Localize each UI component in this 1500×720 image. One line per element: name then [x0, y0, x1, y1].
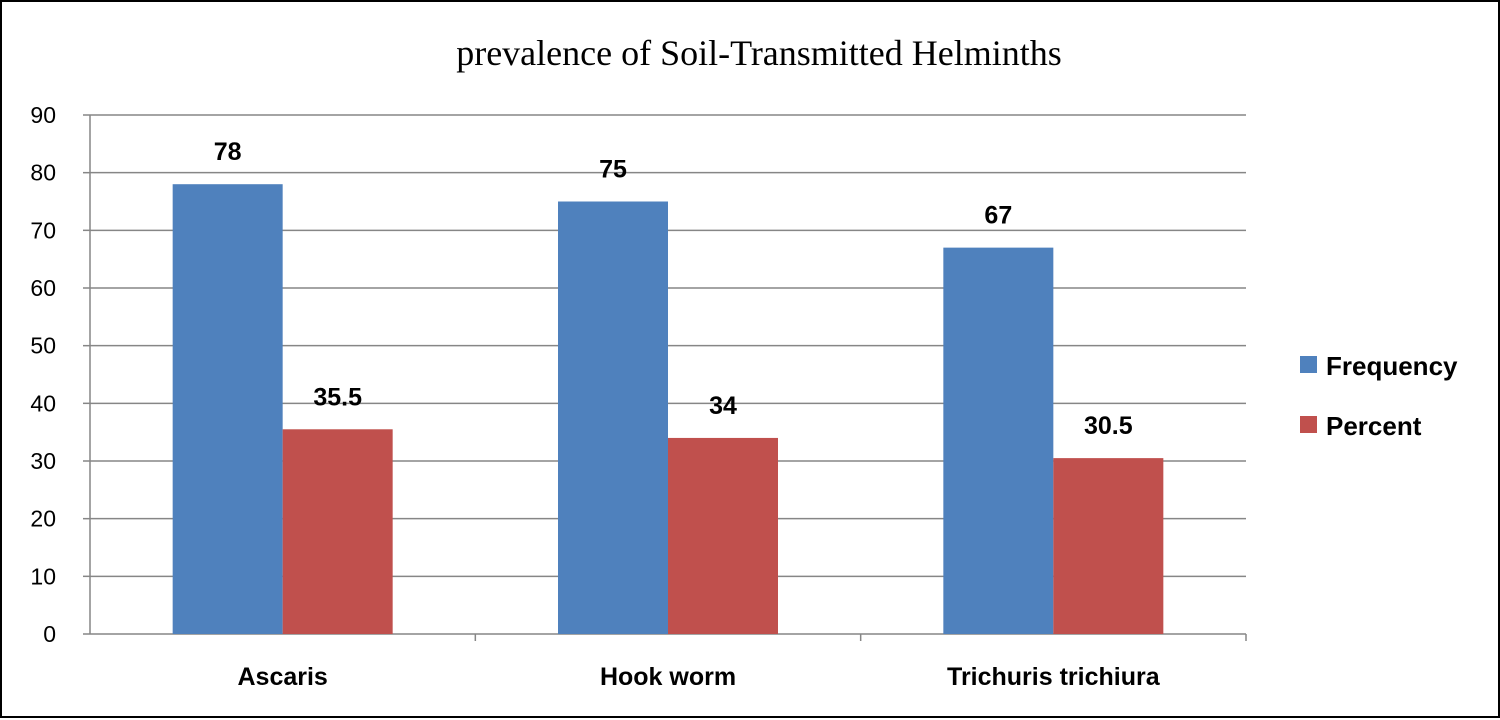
y-tick-label-60: 60	[30, 275, 56, 301]
data-label-percent-ascaris: 35.5	[313, 383, 362, 411]
bar-frequency-ascaris	[172, 184, 283, 634]
y-tick-label-90: 90	[30, 102, 56, 128]
y-tick-label-50: 50	[30, 333, 56, 359]
bar-percent-ascaris	[282, 429, 393, 634]
bar-frequency-trichuris-trichiura	[943, 247, 1054, 634]
x-tick-label-trichuris-trichiura: Trichuris trichiura	[947, 663, 1161, 691]
legend-swatch-percent	[1300, 416, 1317, 433]
y-tick-label-0: 0	[43, 621, 56, 647]
legend-swatch-frequency	[1300, 356, 1317, 373]
legend-label-percent: Percent	[1326, 411, 1422, 441]
x-tick-label-ascaris: Ascaris	[237, 663, 327, 691]
x-tick-label-hook-worm: Hook worm	[600, 663, 736, 691]
bars	[172, 184, 1164, 634]
data-label-percent-hook-worm: 34	[709, 392, 737, 420]
y-tick-label-40: 40	[30, 390, 56, 416]
data-label-frequency-hook-worm: 75	[599, 156, 627, 184]
y-tick-label-20: 20	[30, 506, 56, 532]
bar-percent-trichuris-trichiura	[1053, 458, 1164, 634]
bar-frequency-hook-worm	[558, 201, 668, 634]
y-tick-label-80: 80	[30, 160, 56, 186]
bar-percent-hook-worm	[668, 437, 778, 634]
legend-label-frequency: Frequency	[1326, 351, 1458, 381]
legend: Frequency Percent	[1300, 351, 1458, 441]
data-label-frequency-trichuris-trichiura: 67	[984, 202, 1012, 230]
y-tick-label-30: 30	[30, 448, 56, 474]
data-label-percent-trichuris-trichiura: 30.5	[1084, 412, 1133, 440]
data-labels: 78 35.5 75 34 67 30.5	[214, 138, 1133, 440]
y-tick-label-70: 70	[30, 217, 56, 243]
chart-title: prevalence of Soil-Transmitted Helminths	[456, 33, 1062, 73]
data-label-frequency-ascaris: 78	[214, 138, 242, 166]
y-tick-label-10: 10	[30, 563, 56, 589]
